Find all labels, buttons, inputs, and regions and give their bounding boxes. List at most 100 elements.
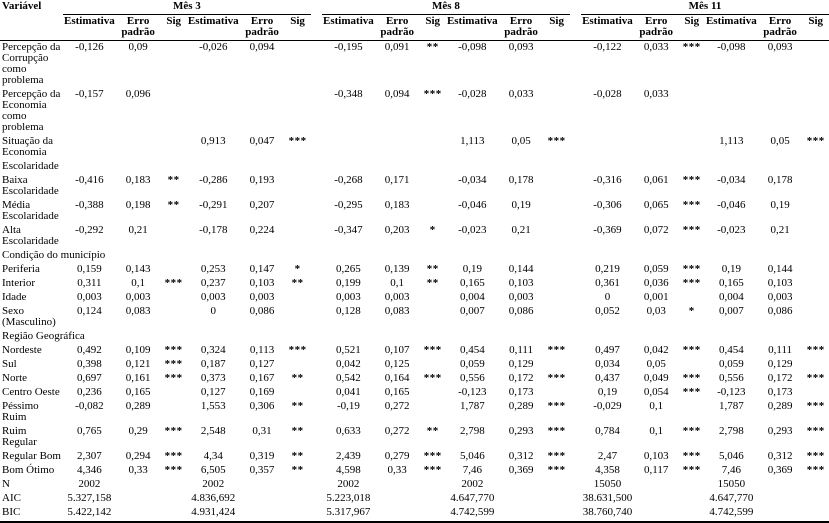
column-gap [570, 464, 581, 478]
sig-cell [420, 135, 446, 160]
sig-cell: *** [288, 344, 307, 356]
sig-cell [160, 386, 186, 400]
estimativa-cell: -0,098 [717, 41, 746, 53]
erro-padrao-cell: 0,173 [508, 386, 534, 398]
estimativa-cell: 0,003 [336, 291, 361, 303]
erro-padrao-cell: 0,083 [125, 305, 151, 317]
estimativa-cell: 0,004 [718, 291, 744, 303]
column-gap [311, 344, 322, 358]
erro-padrao-cell: 0,036 [643, 277, 669, 289]
sig-cell [543, 174, 569, 199]
sig-cell [284, 305, 310, 330]
row-label: Regular Bom [2, 450, 61, 462]
estimativa-cell: -0,416 [75, 174, 104, 186]
sig-cell: ** [426, 263, 439, 275]
row-label: Alta Escolaridade [2, 224, 59, 247]
estimativa-cell: 0,127 [200, 386, 226, 398]
estimativa-cell: 15050 [593, 478, 622, 490]
sig-cell: *** [682, 344, 701, 356]
estimativa-cell: 2,47 [597, 450, 618, 462]
sig-cell: *** [164, 450, 183, 462]
column-gap [310, 506, 322, 523]
sig-cell [284, 199, 310, 224]
column-gap [570, 199, 581, 224]
column-gap [570, 41, 581, 89]
erro-padrao-cell [633, 506, 679, 523]
sig-cell: *** [547, 344, 566, 356]
erro-padrao-cell: 0,086 [508, 305, 534, 317]
estimativa-cell: -0,369 [593, 224, 622, 236]
column-gap [570, 492, 581, 506]
estimativa-cell: 1,787 [459, 400, 485, 412]
erro-padrao-cell: 0,144 [508, 263, 534, 275]
row-label: Péssimo Ruim [2, 400, 39, 423]
estimativa-cell: -0,082 [75, 400, 104, 412]
estimativa-cell: 4.647,770 [709, 492, 754, 504]
sig-cell: *** [806, 372, 825, 384]
erro-padrao-cell: 0,1 [390, 277, 405, 289]
row-label: Sul [2, 358, 17, 370]
erro-padrao-cell: 0,306 [249, 400, 275, 412]
column-gap [311, 372, 322, 386]
estimativa-cell: 0,187 [200, 358, 226, 370]
estimativa-cell: 6,505 [200, 464, 226, 476]
row-label: Nordeste [2, 344, 42, 356]
estimativa-cell: 0,373 [200, 372, 226, 384]
column-gap [570, 174, 581, 199]
table-row: Alta Escolaridade -0,292 0,21 -0,178 0,224 -0… [0, 224, 829, 249]
column-gap [570, 450, 581, 464]
sig-cell: *** [164, 344, 183, 356]
subheader-estimativa: Estimativa [704, 14, 758, 41]
erro-padrao-cell: 0,061 [643, 174, 669, 186]
estimativa-cell: 0,633 [336, 425, 361, 437]
sig-cell: *** [547, 372, 566, 384]
sig-cell: *** [682, 464, 701, 476]
erro-padrao-cell: 0,033 [508, 88, 534, 100]
estimativa-cell: 0,454 [459, 344, 485, 356]
erro-padrao-cell: 0,183 [125, 174, 151, 186]
sig-cell: *** [288, 135, 307, 147]
subheader-erro-padrao: Erro padrão [115, 14, 161, 41]
estimativa-cell: -0,195 [334, 41, 363, 53]
erro-padrao-cell: 0,096 [125, 88, 151, 100]
row-label: BIC [0, 506, 63, 523]
erro-padrao-cell: 0,224 [249, 224, 275, 236]
sig-cell: *** [806, 425, 825, 437]
subheader-sig: Sig [419, 14, 446, 41]
sig-cell [420, 305, 446, 330]
estimativa-cell: 0,556 [718, 372, 744, 384]
sig-cell [802, 358, 829, 372]
sig-cell [160, 263, 186, 277]
subheader-row: Estimativa Erro padrão Sig Estimativa Erro p… [0, 14, 829, 41]
erro-padrao-cell: 0,279 [384, 450, 410, 462]
row-label: Ruim Regular [2, 425, 37, 448]
column-gap [311, 450, 322, 464]
erro-padrao-cell: 0,357 [249, 464, 275, 476]
erro-padrao-cell: 0,127 [249, 358, 275, 370]
column-gap [570, 277, 581, 291]
sig-cell: *** [682, 199, 701, 211]
erro-padrao-cell: 0,198 [125, 199, 151, 211]
column-gap [569, 0, 582, 41]
erro-padrao-cell: 0,05 [511, 135, 531, 147]
sig-cell [419, 506, 446, 523]
sig-cell [420, 174, 446, 199]
table-row: BIC 5.422,142 4.931,424 5.317,967 4.742,599 3… [0, 506, 829, 523]
erro-padrao-cell: 0,178 [767, 174, 793, 186]
estimativa-cell: 0 [604, 291, 611, 303]
row-label: Sexo (Masculino) [2, 305, 56, 328]
estimativa-cell: -0,023 [717, 224, 746, 236]
erro-padrao-cell: 0,369 [767, 464, 793, 476]
erro-padrao-cell [116, 492, 161, 506]
estimativa-cell: -0,023 [458, 224, 487, 236]
sig-cell: *** [164, 277, 183, 289]
sig-cell [284, 492, 310, 506]
erro-padrao-cell: 0,19 [770, 199, 790, 211]
sig-cell: *** [682, 372, 701, 384]
column-gap [311, 478, 322, 492]
subheader-sig: Sig [543, 14, 570, 41]
column-gap [570, 344, 581, 358]
estimativa-cell: 0,219 [595, 263, 620, 275]
estimativa-cell: -0,178 [199, 224, 228, 236]
column-gap [311, 277, 322, 291]
